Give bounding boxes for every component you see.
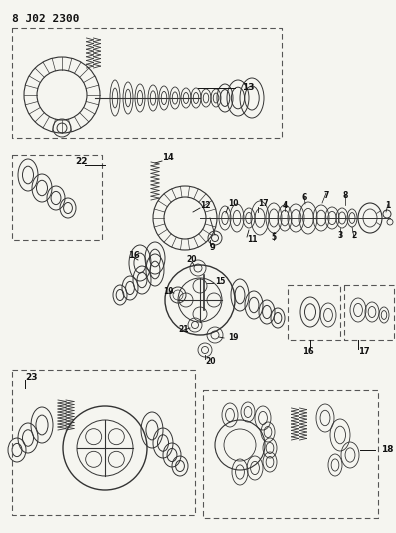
Text: 16: 16 bbox=[302, 348, 314, 357]
Text: 22: 22 bbox=[75, 157, 88, 166]
Text: 11: 11 bbox=[247, 236, 257, 245]
Text: 5: 5 bbox=[271, 233, 276, 243]
Text: 17: 17 bbox=[258, 199, 268, 208]
Text: 20: 20 bbox=[205, 358, 215, 367]
Text: 6: 6 bbox=[301, 192, 307, 201]
Text: 14: 14 bbox=[162, 154, 174, 163]
Text: 4: 4 bbox=[282, 200, 287, 209]
Text: 19: 19 bbox=[163, 287, 173, 296]
Text: 2: 2 bbox=[351, 231, 357, 240]
Text: 1: 1 bbox=[385, 201, 390, 211]
Text: 19: 19 bbox=[228, 334, 238, 343]
Text: 8 J02 2300: 8 J02 2300 bbox=[12, 14, 80, 24]
Text: 3: 3 bbox=[337, 230, 343, 239]
Text: 9: 9 bbox=[210, 244, 216, 253]
Text: 17: 17 bbox=[358, 348, 369, 357]
Text: 7: 7 bbox=[323, 190, 329, 199]
Text: 13: 13 bbox=[242, 84, 255, 93]
Text: 20: 20 bbox=[186, 255, 196, 264]
Text: 16: 16 bbox=[128, 251, 140, 260]
Text: 18: 18 bbox=[381, 446, 394, 455]
Text: 10: 10 bbox=[228, 199, 238, 208]
Text: 23: 23 bbox=[25, 373, 38, 382]
Text: 15: 15 bbox=[215, 278, 225, 287]
Text: 12: 12 bbox=[200, 200, 211, 209]
Text: 21: 21 bbox=[178, 326, 188, 335]
Text: 8: 8 bbox=[342, 191, 348, 200]
